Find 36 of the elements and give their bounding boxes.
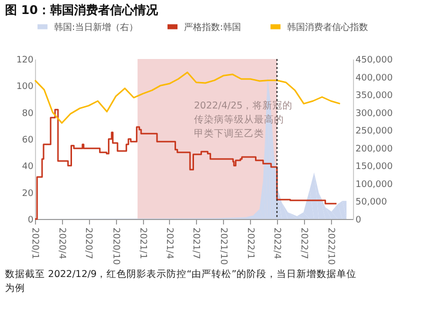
y-tick-label: 0 bbox=[28, 216, 34, 226]
x-tick-label: 2021/1 bbox=[137, 228, 148, 260]
y2-tick-label: 450,000 bbox=[356, 56, 393, 66]
y2-tick-label: 150,000 bbox=[356, 162, 393, 172]
y-tick-label: 20 bbox=[22, 188, 34, 199]
legend-label: 韩国:当日新增（右） bbox=[54, 22, 138, 33]
y-tick-label: 120 bbox=[16, 56, 34, 66]
y2-tick-label: 300,000 bbox=[356, 108, 393, 119]
chart-title: 图 10：韩国消费者信心情况 bbox=[5, 3, 159, 17]
text: 数据截至 2022/12/9，红色阴影表示防控“由严转松”的阶段，当日新增数据单位为例 bbox=[5, 268, 357, 294]
x-tick-label: 2021/4 bbox=[164, 228, 174, 260]
y2-tick-label: 0 bbox=[356, 216, 362, 226]
x-tick-label: 2022/10 bbox=[325, 228, 336, 266]
x-tick-label: 2021/7 bbox=[190, 228, 201, 260]
y2-tick-label: 400,000 bbox=[356, 73, 393, 84]
y-tick-label: 40 bbox=[22, 162, 34, 172]
x-tick-label: 2022/4 bbox=[271, 228, 282, 260]
y2-tick-label: 50,000 bbox=[356, 198, 388, 208]
y2-tick-label: 200,000 bbox=[356, 144, 393, 154]
y-tick-label: 80 bbox=[22, 108, 34, 119]
annotation: 2022/4/25，将新冠的传染病等级从最高的甲类下调至乙类 bbox=[194, 100, 293, 140]
line-series bbox=[34, 72, 341, 124]
x-tick-label: 2021/10 bbox=[218, 228, 228, 266]
legend-label: 韩国消费者信心指数 bbox=[287, 22, 368, 33]
x-tick-label: 2022/7 bbox=[298, 228, 308, 260]
x-tick-label: 2020/4 bbox=[56, 228, 66, 260]
y-tick-label: 100 bbox=[16, 82, 34, 92]
legend-label: 严格指数:韩国 bbox=[184, 22, 242, 33]
y-tick-label: 60 bbox=[22, 136, 34, 146]
x-tick-label: 2022/1 bbox=[244, 228, 255, 260]
x-tick-label: 2020/7 bbox=[83, 228, 94, 260]
x-tick-label: 2020/10 bbox=[110, 228, 120, 266]
y2-tick-label: 100,000 bbox=[356, 180, 393, 190]
y2-tick-label: 250,000 bbox=[356, 126, 393, 137]
x-tick-label: 2020/1 bbox=[30, 228, 40, 260]
y2-tick-label: 350,000 bbox=[356, 91, 393, 102]
